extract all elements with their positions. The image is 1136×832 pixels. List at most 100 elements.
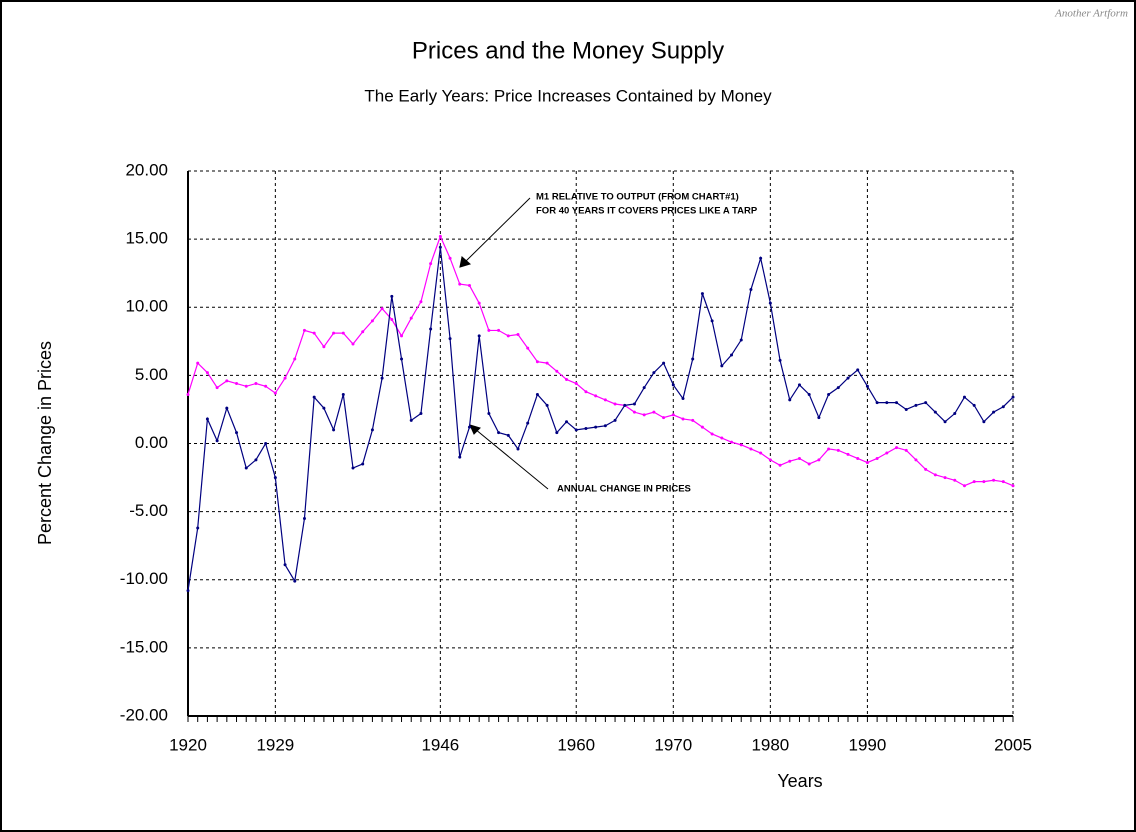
point (332, 331, 336, 335)
point (982, 480, 986, 484)
point (380, 376, 384, 380)
point (933, 410, 937, 414)
point (497, 328, 501, 332)
point (933, 473, 937, 477)
point (205, 417, 209, 421)
point (778, 463, 782, 467)
point (962, 484, 966, 488)
point (788, 459, 792, 463)
y-tick-label: 15.00 (125, 229, 168, 248)
arrow-line (474, 428, 549, 490)
x-tick-label: 1990 (848, 735, 886, 754)
point (710, 319, 714, 323)
point (370, 319, 374, 323)
point (458, 282, 462, 286)
point (361, 330, 365, 334)
point (904, 407, 908, 411)
point (700, 292, 704, 296)
point (555, 431, 559, 435)
point (671, 413, 675, 417)
point (419, 412, 423, 416)
point (283, 563, 287, 567)
point (1001, 405, 1005, 409)
point (244, 384, 248, 388)
y-axis-label: Percent Change in Prices (35, 341, 55, 545)
series-line (187, 247, 1014, 591)
y-tick-label: -20.00 (120, 705, 168, 724)
point (458, 455, 462, 459)
point (720, 436, 724, 440)
point (739, 443, 743, 447)
point (526, 421, 530, 425)
point (710, 432, 714, 436)
point (603, 398, 607, 402)
point (293, 357, 297, 361)
point (390, 294, 394, 298)
point (1011, 395, 1015, 399)
point (943, 476, 947, 480)
point (885, 401, 889, 405)
x-axis-label: Years (777, 771, 822, 791)
point (400, 357, 404, 361)
point (205, 371, 209, 375)
point (856, 368, 860, 372)
y-tick-label: 20.00 (125, 160, 168, 179)
point (632, 410, 636, 414)
point (341, 392, 345, 396)
point (467, 425, 471, 429)
point (720, 364, 724, 368)
point (730, 440, 734, 444)
point (642, 386, 646, 390)
point (516, 333, 520, 336)
chart-title: Prices and the Money Supply (412, 37, 724, 64)
point (235, 431, 239, 435)
point (749, 447, 753, 451)
point (574, 428, 578, 432)
annotation: FOR 40 YEARS IT COVERS PRICES LIKE A TAR… (536, 206, 758, 217)
point (244, 466, 248, 470)
point (273, 476, 277, 480)
point (749, 288, 753, 292)
point (574, 382, 578, 386)
point (914, 458, 918, 462)
x-tick-label: 2005 (994, 735, 1032, 754)
point (254, 382, 258, 386)
point (196, 526, 200, 530)
point (924, 467, 928, 471)
point (341, 331, 345, 335)
point (283, 376, 287, 380)
point (545, 361, 549, 365)
point (846, 376, 850, 380)
point (691, 357, 695, 361)
x-tick-label: 1970 (654, 735, 692, 754)
point (351, 466, 355, 470)
point (1001, 480, 1005, 484)
point (584, 390, 588, 394)
point (302, 328, 306, 332)
x-tick-label: 1980 (751, 735, 789, 754)
point (186, 392, 190, 396)
point (361, 462, 365, 466)
point (312, 395, 316, 399)
point (264, 442, 268, 445)
point (584, 427, 588, 431)
point (827, 447, 831, 451)
point (953, 412, 957, 416)
point (817, 458, 821, 462)
point (448, 337, 452, 341)
point (992, 478, 996, 482)
point (671, 383, 675, 387)
point (332, 428, 336, 432)
y-tick-label: 0.00 (135, 433, 168, 452)
point (400, 334, 404, 338)
point (982, 420, 986, 424)
point (836, 448, 840, 452)
x-tick-label: 1946 (421, 735, 459, 754)
point (895, 446, 899, 450)
point (409, 418, 413, 422)
arrow-line (463, 197, 531, 264)
point (545, 403, 549, 407)
point (681, 397, 685, 401)
point (419, 300, 423, 304)
point (778, 358, 782, 362)
